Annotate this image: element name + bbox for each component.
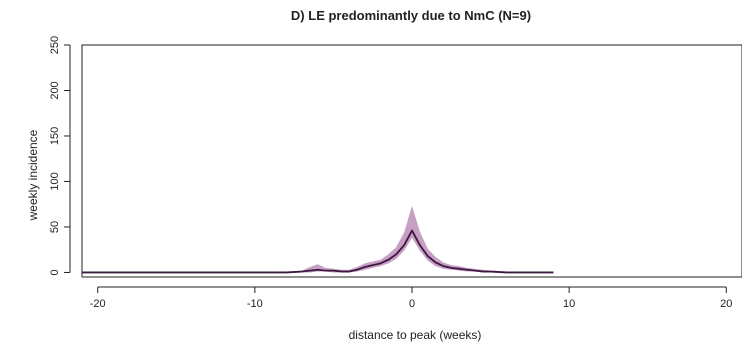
y-tick-label-5: 250 <box>49 36 61 54</box>
confidence-band-layer <box>82 206 554 273</box>
y-axis: 0 50 100 150 200 250 <box>49 36 71 276</box>
confidence-band-0 <box>82 206 554 273</box>
x-tick-label-1: -10 <box>247 298 263 310</box>
x-tick-label-2: 0 <box>409 298 415 310</box>
x-tick-label-4: 20 <box>720 298 732 310</box>
x-tick-label-3: 10 <box>563 298 575 310</box>
series-line-layer <box>82 229 554 274</box>
chart-title: D) LE predominantly due to NmC (N=9) <box>291 8 531 23</box>
y-tick-label-0: 0 <box>49 269 61 275</box>
y-tick-label-4: 200 <box>49 81 61 99</box>
x-axis: -20 -10 0 10 20 <box>90 286 732 310</box>
plot-frame <box>81 44 742 278</box>
y-tick-label-1: 50 <box>49 221 61 233</box>
y-axis-label: weekly incidence <box>26 129 40 221</box>
x-axis-label: distance to peak (weeks) <box>349 328 482 342</box>
series-line-0 <box>82 229 554 274</box>
x-tick-label-0: -20 <box>90 298 106 310</box>
y-tick-label-2: 100 <box>49 172 61 190</box>
y-tick-label-3: 150 <box>49 127 61 145</box>
